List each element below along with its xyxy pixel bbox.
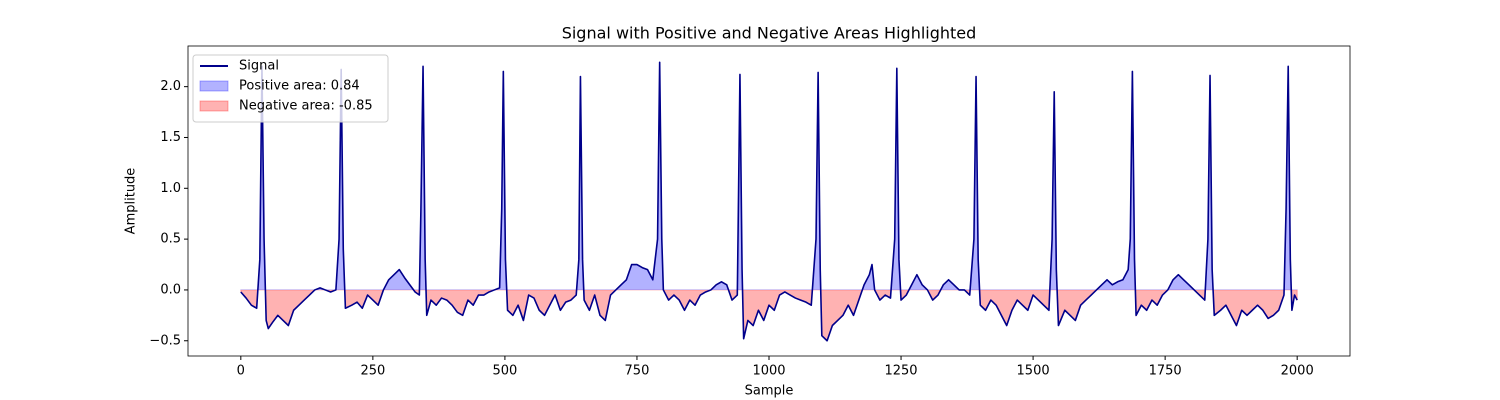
y-tick-label: 0.0 — [160, 282, 181, 297]
area-fill — [240, 289, 1298, 342]
y-tick-label: 2.0 — [160, 79, 181, 94]
x-tick-label: 750 — [625, 364, 650, 379]
x-tick-label: 1500 — [1017, 364, 1050, 379]
legend-box — [192, 54, 389, 123]
legend-handle — [199, 100, 229, 112]
x-tick-label: 0 — [237, 364, 245, 379]
y-axis-label: Amplitude — [124, 168, 139, 235]
x-tick-label: 500 — [492, 364, 517, 379]
x-axis-label: Sample — [745, 384, 794, 399]
y-tick-label: 0.5 — [160, 232, 181, 247]
y-tick-label: −0.5 — [149, 333, 181, 348]
legend-label: Signal — [239, 59, 279, 74]
chart-title: Signal with Positive and Negative Areas … — [562, 24, 977, 43]
legend-label: Negative area: -0.85 — [239, 99, 373, 114]
legend-label: Positive area: 0.84 — [239, 79, 360, 94]
x-tick-label: 2000 — [1281, 364, 1314, 379]
y-tick-label: 1.0 — [160, 181, 181, 196]
legend-handle — [199, 80, 229, 92]
x-tick-label: 1000 — [752, 364, 785, 379]
x-tick-label: 1250 — [884, 364, 917, 379]
y-tick-label: 1.5 — [160, 130, 181, 145]
x-tick-label: 250 — [360, 364, 385, 379]
x-tick-label: 1750 — [1149, 364, 1182, 379]
signal-line — [240, 61, 1298, 342]
